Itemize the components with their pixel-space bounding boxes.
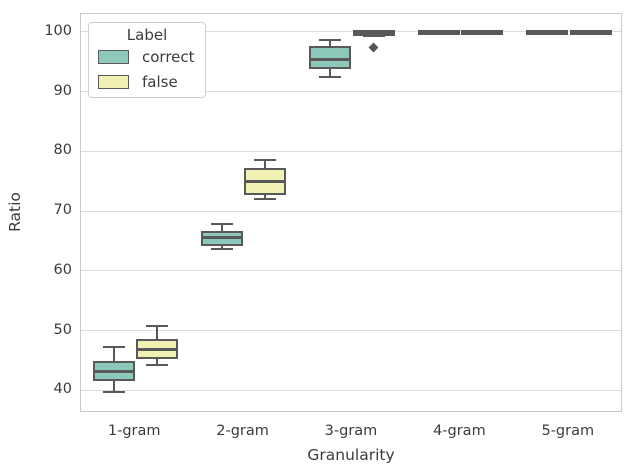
median-correct-3-gram bbox=[311, 58, 350, 62]
y-tick-label-40: 40 bbox=[53, 381, 72, 398]
whisker-lower-false-2-gram bbox=[264, 193, 267, 200]
median-false-1-gram bbox=[137, 348, 176, 352]
whisker-cap-high-false-1-gram bbox=[145, 324, 168, 327]
x-tick-label-4-gram: 4-gram bbox=[433, 423, 486, 439]
y-tick-label-100: 100 bbox=[44, 22, 72, 39]
x-tick-label-5-gram: 5-gram bbox=[541, 423, 595, 439]
legend-item-false: false bbox=[89, 69, 205, 94]
gridline-y-50 bbox=[81, 330, 621, 332]
legend-item-false-label: false bbox=[142, 72, 178, 91]
gridline-y-100 bbox=[81, 31, 621, 33]
median-false-3-gram bbox=[354, 31, 393, 35]
median-correct-5-gram bbox=[528, 30, 567, 34]
whisker-cap-low-false-2-gram bbox=[254, 198, 277, 201]
whisker-cap-high-correct-1-gram bbox=[102, 346, 125, 349]
legend-swatch-false-icon bbox=[98, 74, 129, 89]
gridline-y-40 bbox=[81, 389, 621, 391]
whisker-cap-high-correct-2-gram bbox=[210, 223, 233, 226]
gridline-y-90 bbox=[81, 91, 621, 93]
whisker-lower-correct-3-gram bbox=[329, 66, 332, 77]
whisker-cap-high-correct-3-gram bbox=[319, 38, 342, 41]
median-correct-2-gram bbox=[202, 236, 241, 240]
whisker-upper-false-1-gram bbox=[155, 325, 158, 342]
median-false-4-gram bbox=[463, 30, 502, 34]
x-tick-label-3-gram: 3-gram bbox=[324, 423, 378, 439]
gridline-y-70 bbox=[81, 210, 621, 212]
whisker-cap-low-correct-3-gram bbox=[319, 75, 342, 78]
legend-swatch-correct-icon bbox=[98, 49, 129, 64]
gridline-y-80 bbox=[81, 150, 621, 152]
legend-item-correct: correct bbox=[89, 44, 205, 69]
whisker-upper-correct-1-gram bbox=[112, 347, 115, 364]
whisker-cap-low-correct-1-gram bbox=[102, 391, 125, 394]
whisker-cap-low-false-1-gram bbox=[145, 363, 168, 366]
whisker-lower-correct-2-gram bbox=[220, 243, 223, 250]
legend: Label correct false bbox=[88, 22, 206, 98]
x-tick-label-2-gram: 2-gram bbox=[216, 423, 269, 439]
median-correct-1-gram bbox=[94, 369, 133, 373]
whisker-upper-correct-3-gram bbox=[329, 39, 332, 49]
y-tick-label-80: 80 bbox=[53, 142, 72, 159]
y-axis-label: Ratio bbox=[6, 192, 24, 232]
y-tick-label-70: 70 bbox=[53, 202, 72, 219]
whisker-cap-low-correct-2-gram bbox=[210, 248, 233, 251]
y-tick-label-50: 50 bbox=[53, 321, 72, 338]
whisker-upper-false-2-gram bbox=[264, 159, 267, 171]
median-false-2-gram bbox=[246, 179, 285, 183]
median-false-5-gram bbox=[571, 30, 610, 34]
whisker-lower-false-1-gram bbox=[155, 356, 158, 365]
x-tick-label-1-gram: 1-gram bbox=[107, 423, 161, 439]
legend-item-correct-label: correct bbox=[142, 47, 195, 66]
median-correct-4-gram bbox=[419, 30, 458, 34]
whisker-upper-correct-2-gram bbox=[220, 224, 223, 233]
whisker-lower-correct-1-gram bbox=[112, 378, 115, 393]
y-tick-label-60: 60 bbox=[53, 261, 72, 278]
y-tick-label-90: 90 bbox=[53, 82, 72, 99]
legend-title: Label bbox=[126, 26, 168, 44]
x-axis-label: Granularity bbox=[307, 446, 395, 464]
gridline-y-60 bbox=[81, 270, 621, 272]
outlier-marker-false-3-gram-0 bbox=[368, 42, 379, 53]
whisker-cap-high-false-2-gram bbox=[254, 158, 277, 161]
box-correct-3-gram bbox=[309, 46, 352, 69]
